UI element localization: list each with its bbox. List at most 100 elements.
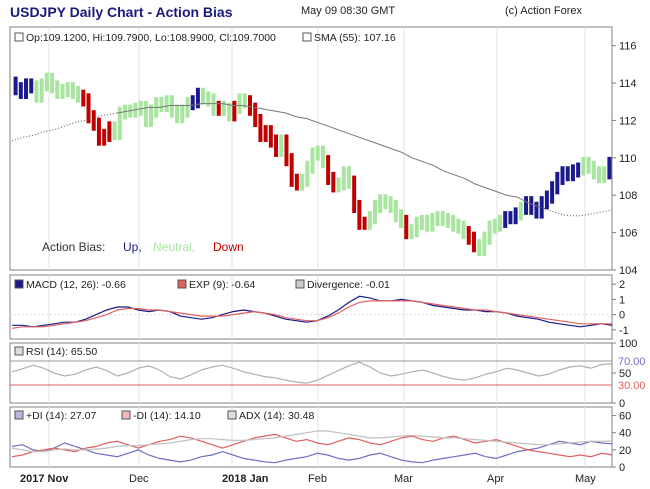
rsi-ytick-label: 0 bbox=[619, 398, 625, 410]
price-bar bbox=[352, 175, 357, 213]
price-bar bbox=[471, 231, 476, 253]
price-bar bbox=[164, 95, 169, 113]
price-bar bbox=[305, 160, 310, 187]
ohlc-legend-swatch bbox=[14, 32, 24, 42]
price-ytick-label: 106 bbox=[619, 228, 637, 240]
axes: 2017 Nov Dec 2018 Jan Feb Mar Apr May 116 114 112… bbox=[20, 41, 646, 485]
macd-legend-exp: EXP (9): -0.64 bbox=[189, 279, 255, 291]
price-bar bbox=[216, 100, 221, 116]
price-bar bbox=[466, 226, 471, 245]
macd-ytick-label: 1 bbox=[619, 294, 625, 306]
rsi-ytick-label: 50 bbox=[619, 368, 631, 380]
dmi-legend-swatch bbox=[227, 410, 237, 420]
macd-legend-swatch bbox=[177, 279, 187, 289]
price-bar bbox=[456, 218, 461, 234]
price-bar bbox=[435, 211, 440, 227]
rsi-level-30: 30.00 bbox=[618, 380, 646, 392]
price-bar bbox=[274, 134, 279, 157]
price-bar bbox=[34, 80, 39, 103]
x-tick-label: 2017 Nov bbox=[20, 473, 69, 485]
price-bar bbox=[399, 209, 404, 228]
price-bar bbox=[607, 156, 612, 180]
dmi-legend-swatch bbox=[121, 410, 131, 420]
price-bar bbox=[508, 211, 513, 225]
price-bar bbox=[326, 155, 331, 185]
price-bar bbox=[81, 89, 86, 107]
dmi-ytick-label: 60 bbox=[619, 411, 631, 423]
price-bar bbox=[310, 147, 315, 174]
rsi-frame bbox=[9, 342, 613, 404]
price-bar bbox=[565, 166, 570, 182]
price-bar bbox=[247, 95, 252, 116]
sma-line-dotted bbox=[11, 112, 118, 142]
price-bar bbox=[331, 171, 336, 193]
sma-line bbox=[117, 103, 539, 207]
dmi-ytick-label: 0 bbox=[619, 462, 625, 474]
price-bar bbox=[13, 76, 18, 96]
price-bar bbox=[175, 104, 180, 124]
price-ytick-label: 104 bbox=[619, 265, 637, 277]
rsi-level-70: 70.00 bbox=[618, 356, 646, 368]
price-bar bbox=[138, 100, 143, 116]
bias-neutral: Neutral, bbox=[153, 240, 195, 254]
macd-ytick-label: 0 bbox=[619, 310, 625, 322]
price-bar bbox=[503, 211, 508, 228]
macd-legend-macd: MACD (12, 26): -0.66 bbox=[26, 279, 126, 291]
price-bar bbox=[253, 102, 258, 128]
price-bar bbox=[211, 93, 216, 116]
price-bar bbox=[76, 85, 81, 103]
price-panel bbox=[11, 72, 613, 256]
dmi-panel bbox=[11, 430, 613, 464]
x-tick-label: Feb bbox=[308, 473, 327, 485]
rsi-legend: RSI (14): 65.50 bbox=[26, 346, 97, 358]
price-bar bbox=[107, 121, 112, 142]
price-bar bbox=[586, 156, 591, 174]
price-bar bbox=[445, 212, 450, 228]
dmi-legend-mdi: -DI (14): 14.10 bbox=[133, 410, 201, 422]
price-bar bbox=[550, 181, 555, 204]
price-bar bbox=[169, 95, 174, 118]
price-bar bbox=[602, 166, 607, 184]
price-bar bbox=[112, 121, 117, 141]
price-bar bbox=[315, 145, 320, 161]
price-bar bbox=[336, 177, 341, 193]
price-ytick-label: 108 bbox=[619, 190, 637, 202]
rsi-ytick-label: 100 bbox=[619, 338, 637, 350]
price-bar bbox=[534, 201, 539, 219]
sma-legend: SMA (55): 107.16 bbox=[314, 32, 396, 44]
rsi-legend-swatch bbox=[14, 346, 24, 356]
price-bar bbox=[300, 173, 305, 191]
price-bar bbox=[487, 220, 492, 245]
price-bar bbox=[529, 196, 534, 215]
price-bar bbox=[560, 166, 565, 185]
macd-legend-swatch bbox=[14, 279, 24, 289]
macd-ytick-label: 2 bbox=[619, 279, 625, 291]
price-bar bbox=[65, 82, 70, 98]
price-ytick-label: 116 bbox=[619, 41, 637, 53]
x-tick-label: Apr bbox=[487, 473, 504, 485]
price-bar bbox=[596, 166, 601, 184]
price-bar bbox=[461, 220, 466, 240]
macd-legend-swatch bbox=[295, 279, 305, 289]
bias-down: Down bbox=[213, 240, 244, 254]
dmi-ytick-label: 40 bbox=[619, 428, 631, 440]
dmi-legend-pdi: +DI (14): 27.07 bbox=[26, 410, 96, 422]
macd-series-line bbox=[12, 295, 613, 328]
price-bar bbox=[544, 190, 549, 210]
price-bar bbox=[524, 196, 529, 215]
price-bar bbox=[518, 201, 523, 221]
price-bar bbox=[279, 134, 284, 157]
price-bar bbox=[180, 104, 185, 124]
x-tick-label: 2018 Jan bbox=[222, 473, 269, 485]
price-bar bbox=[477, 239, 482, 256]
price-bar bbox=[91, 110, 96, 131]
price-bar bbox=[289, 153, 294, 187]
price-ytick-label: 114 bbox=[619, 78, 637, 90]
price-bar bbox=[451, 214, 456, 232]
price-bar bbox=[383, 194, 388, 210]
price-bar bbox=[284, 134, 289, 167]
price-bar bbox=[206, 91, 211, 107]
price-bar bbox=[237, 93, 242, 114]
legends: Op:109.1200, Hi:109.7900, Lo:108.9900, C… bbox=[14, 32, 396, 422]
